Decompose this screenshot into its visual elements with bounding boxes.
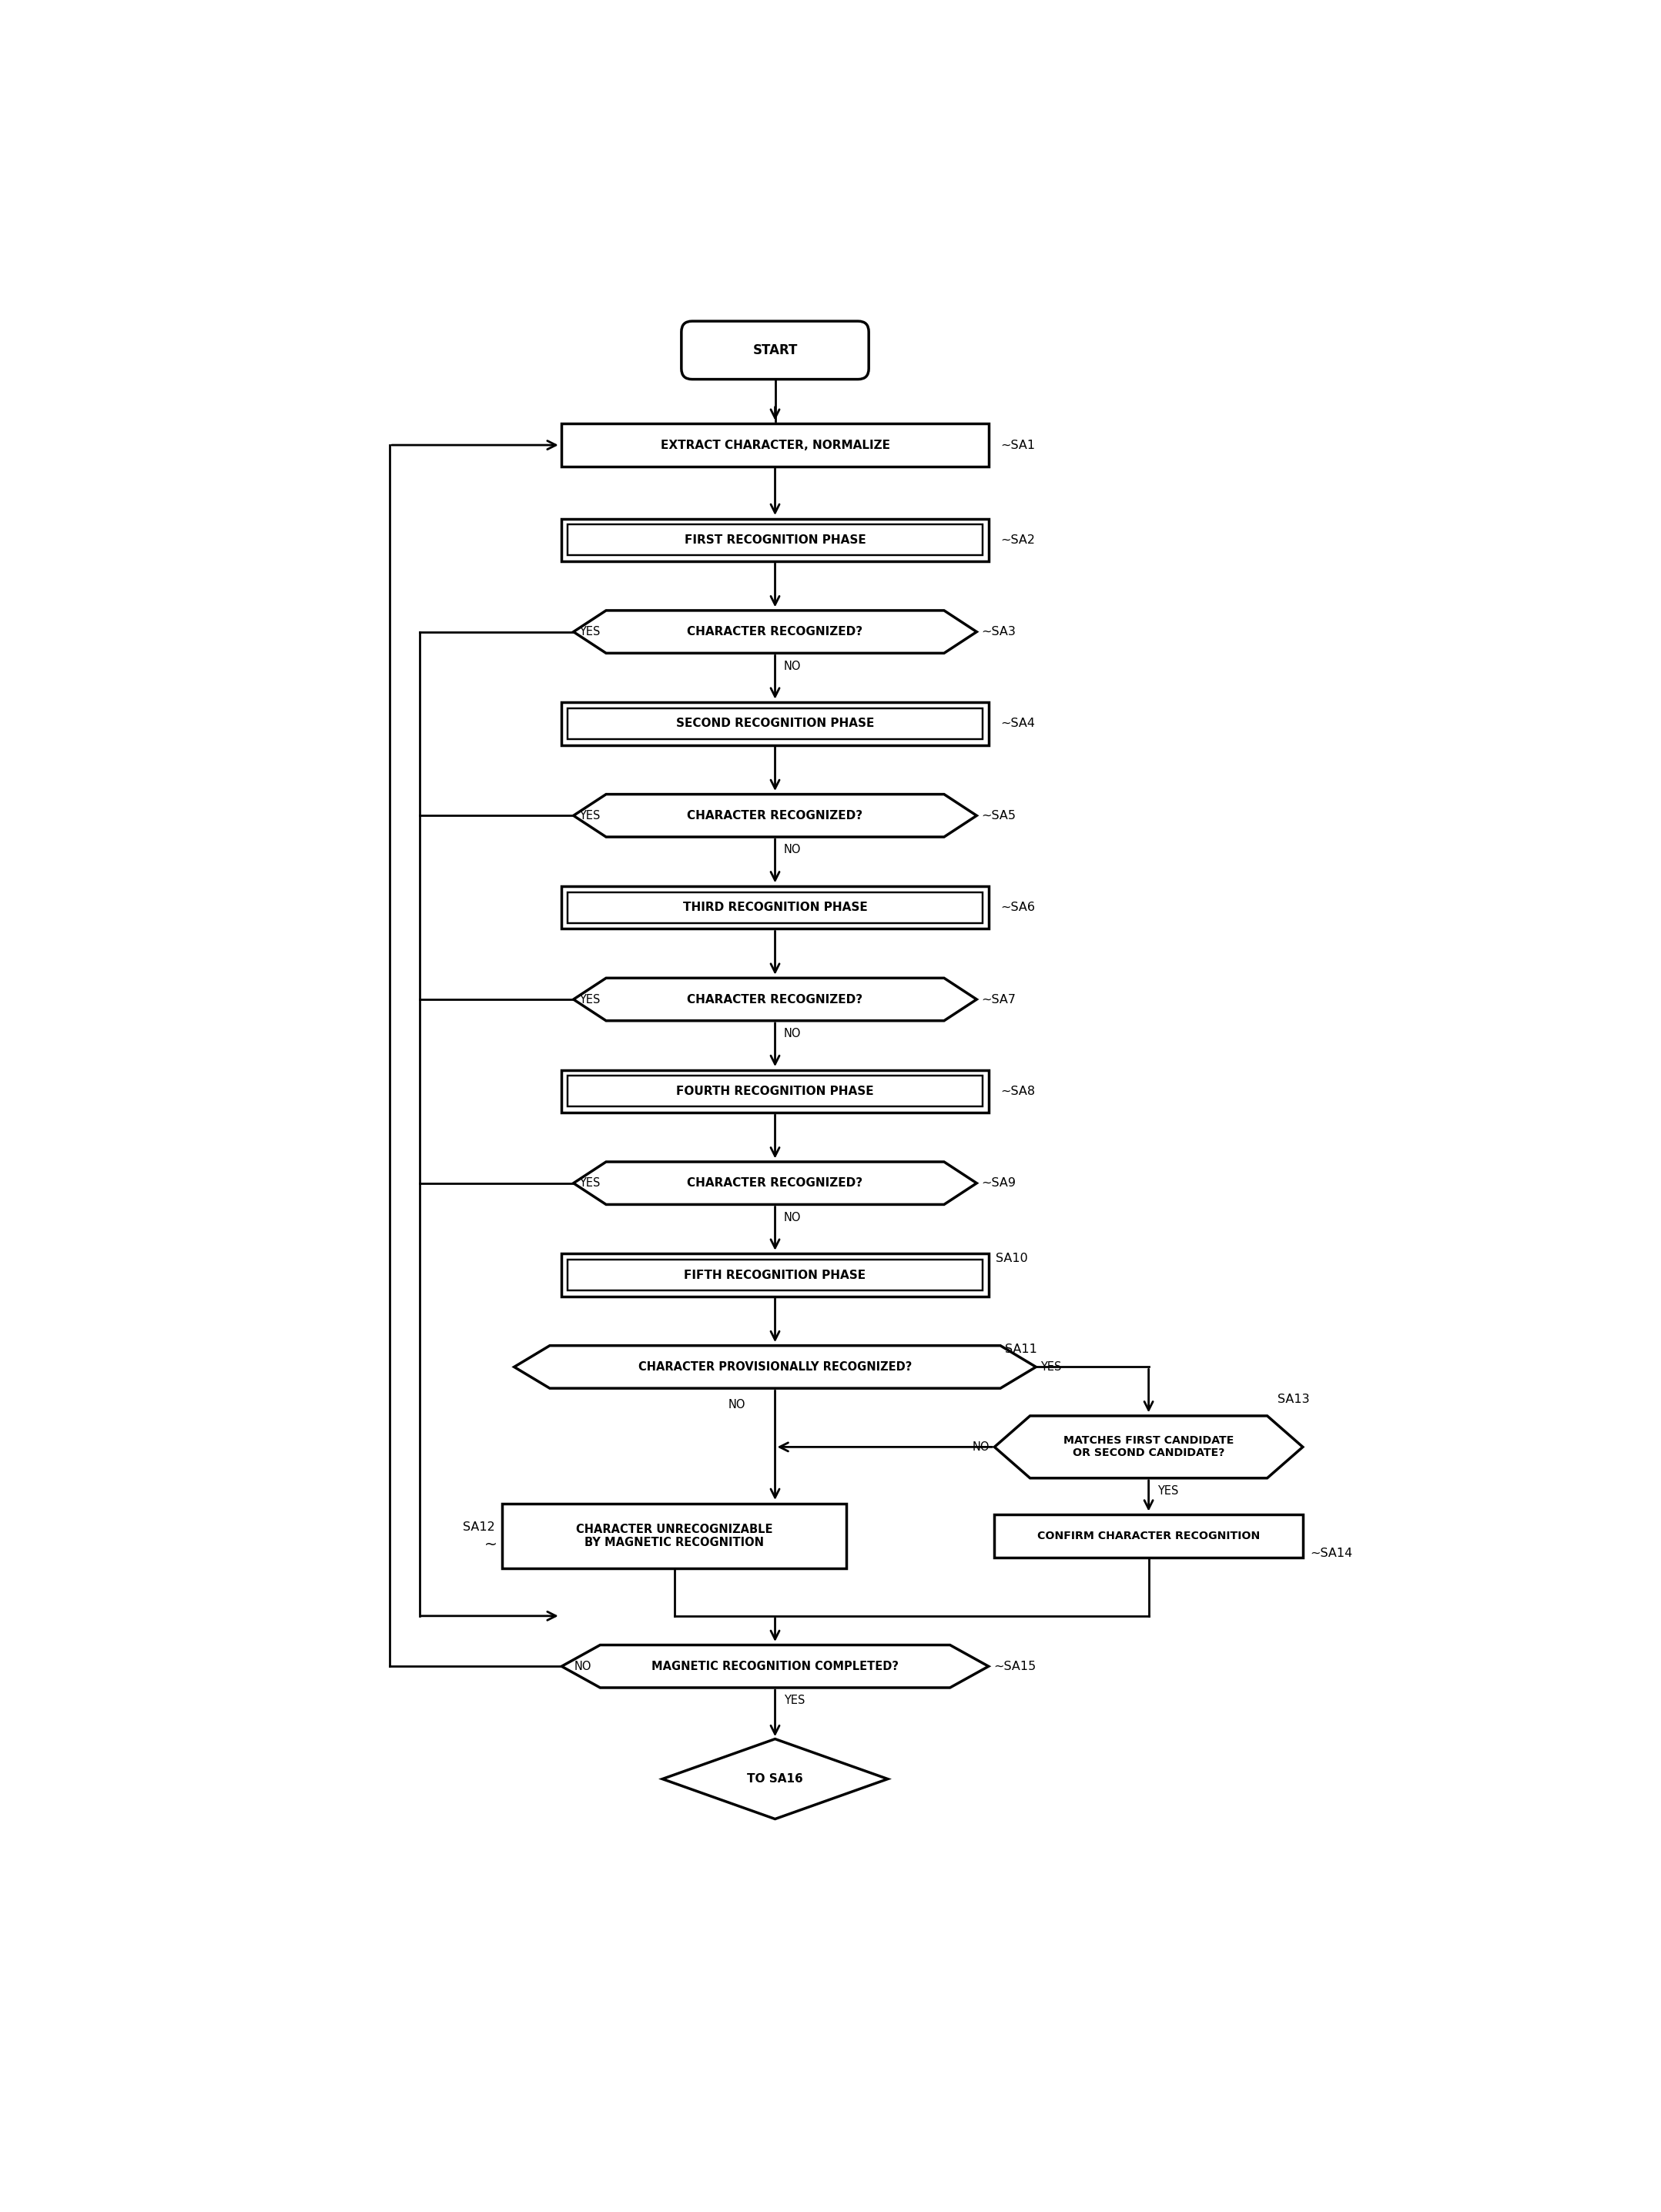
Text: EXTRACT CHARACTER, NORMALIZE: EXTRACT CHARACTER, NORMALIZE [661, 440, 890, 451]
Text: START: START [752, 343, 797, 356]
Bar [568, 1075, 983, 1106]
Polygon shape [663, 1739, 887, 1818]
Text: CHARACTER UNRECOGNIZABLE
BY MAGNETIC RECOGNITION: CHARACTER UNRECOGNIZABLE BY MAGNETIC REC… [576, 1524, 772, 1548]
Polygon shape [573, 611, 977, 653]
Bar [568, 891, 983, 922]
Text: NO: NO [784, 1212, 801, 1223]
Text: CHARACTER RECOGNIZED?: CHARACTER RECOGNIZED? [688, 993, 864, 1004]
Bar [995, 1515, 1302, 1557]
Text: ~SA1: ~SA1 [1000, 440, 1035, 451]
Bar [568, 708, 983, 739]
Text: NO: NO [575, 1661, 591, 1672]
Bar [561, 1071, 988, 1113]
Text: CONFIRM CHARACTER RECOGNITION: CONFIRM CHARACTER RECOGNITION [1036, 1531, 1261, 1542]
Text: YES: YES [1158, 1486, 1179, 1498]
Bar [561, 703, 988, 745]
Text: ~SA5: ~SA5 [982, 810, 1017, 821]
Text: YES: YES [1041, 1360, 1061, 1374]
Bar [561, 887, 988, 929]
Text: CHARACTER RECOGNIZED?: CHARACTER RECOGNIZED? [688, 626, 864, 637]
Text: ~SA8: ~SA8 [1000, 1086, 1035, 1097]
Text: CHARACTER RECOGNIZED?: CHARACTER RECOGNIZED? [688, 810, 864, 821]
Text: ~SA3: ~SA3 [982, 626, 1017, 637]
Text: CHARACTER RECOGNIZED?: CHARACTER RECOGNIZED? [688, 1177, 864, 1188]
Text: ~SA7: ~SA7 [982, 993, 1017, 1004]
Text: ~SA6: ~SA6 [1000, 902, 1035, 914]
Text: YES: YES [784, 1694, 806, 1705]
Bar [502, 1504, 845, 1568]
Polygon shape [561, 1646, 988, 1688]
Bar [561, 1254, 988, 1296]
Text: ~SA9: ~SA9 [982, 1177, 1017, 1188]
Text: SA12: SA12 [463, 1522, 495, 1533]
Text: FIRST RECOGNITION PHASE: FIRST RECOGNITION PHASE [684, 533, 865, 546]
Bar [561, 425, 988, 467]
Text: ~SA14: ~SA14 [1311, 1548, 1352, 1559]
FancyBboxPatch shape [681, 321, 869, 378]
Bar [561, 518, 988, 562]
Text: NO: NO [784, 1029, 801, 1040]
Text: ~SA2: ~SA2 [1000, 533, 1035, 546]
Text: ~SA15: ~SA15 [993, 1661, 1036, 1672]
Polygon shape [573, 1161, 977, 1206]
Text: NO: NO [728, 1400, 746, 1411]
Text: NO: NO [784, 845, 801, 856]
Text: CHARACTER PROVISIONALLY RECOGNIZED?: CHARACTER PROVISIONALLY RECOGNIZED? [638, 1360, 912, 1374]
Text: SECOND RECOGNITION PHASE: SECOND RECOGNITION PHASE [676, 719, 874, 730]
Text: YES: YES [580, 993, 600, 1004]
Text: SA10: SA10 [995, 1252, 1028, 1265]
Text: YES: YES [580, 810, 600, 821]
Text: MAGNETIC RECOGNITION COMPLETED?: MAGNETIC RECOGNITION COMPLETED? [651, 1661, 899, 1672]
Polygon shape [995, 1416, 1302, 1478]
Polygon shape [573, 794, 977, 836]
Text: NO: NO [972, 1442, 990, 1453]
Text: FIFTH RECOGNITION PHASE: FIFTH RECOGNITION PHASE [684, 1270, 865, 1281]
Text: YES: YES [580, 1177, 600, 1188]
Text: MATCHES FIRST CANDIDATE
OR SECOND CANDIDATE?: MATCHES FIRST CANDIDATE OR SECOND CANDID… [1063, 1436, 1234, 1458]
Text: YES: YES [580, 626, 600, 637]
Text: SA13: SA13 [1277, 1394, 1309, 1405]
Text: SA11: SA11 [1005, 1343, 1038, 1356]
Text: FOURTH RECOGNITION PHASE: FOURTH RECOGNITION PHASE [676, 1086, 874, 1097]
Text: ~: ~ [485, 1537, 498, 1553]
Polygon shape [573, 978, 977, 1020]
Text: NO: NO [784, 661, 801, 672]
Bar [568, 1259, 983, 1290]
Polygon shape [515, 1345, 1036, 1389]
Text: THIRD RECOGNITION PHASE: THIRD RECOGNITION PHASE [683, 902, 867, 914]
Text: ~SA4: ~SA4 [1000, 719, 1035, 730]
Bar [568, 524, 983, 555]
Text: TO SA16: TO SA16 [747, 1774, 802, 1785]
